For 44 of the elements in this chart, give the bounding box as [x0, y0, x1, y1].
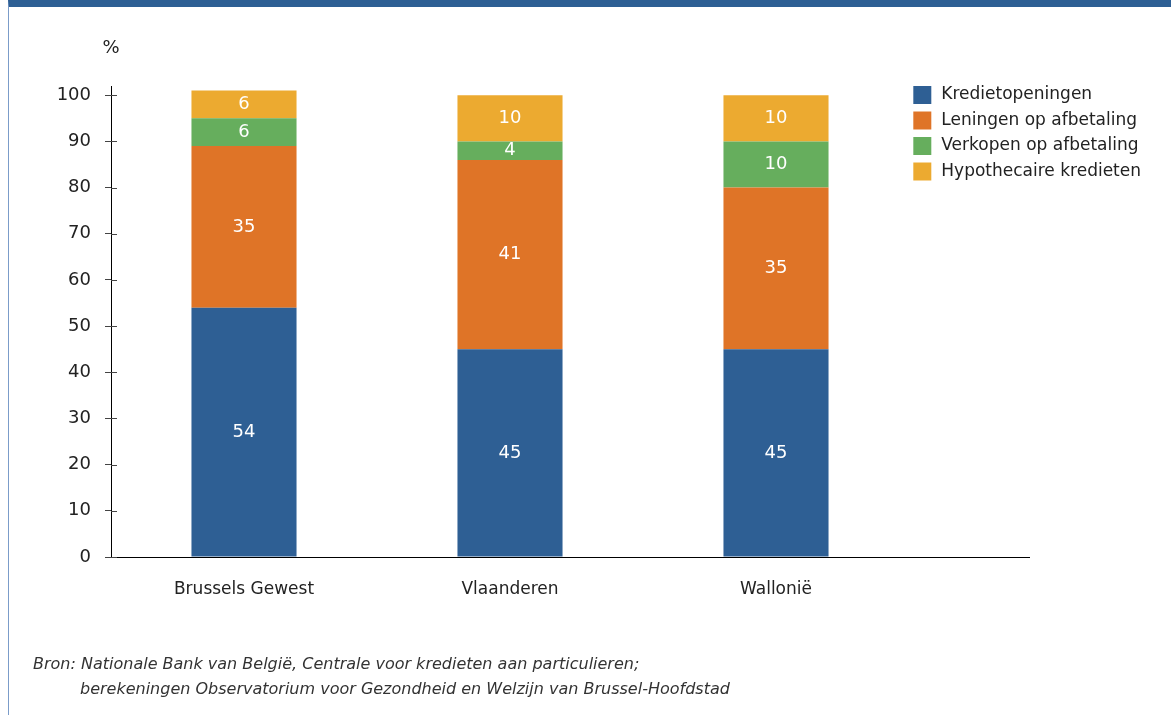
legend-label: Kredietopeningen [941, 83, 1093, 104]
bar [191, 90, 297, 119]
bar [191, 307, 297, 557]
data-label: 45 [764, 440, 788, 462]
bar [457, 141, 563, 160]
y-tick-label: 20 [68, 452, 91, 474]
y-tick-label: 100 [56, 82, 91, 104]
data-label: 6 [238, 119, 250, 141]
legend-label: Verkopen op afbetaling [941, 134, 1139, 155]
y-tick-label: 10 [68, 498, 91, 520]
bar [723, 349, 829, 557]
data-label: 10 [498, 106, 522, 127]
data-label: 54 [232, 419, 256, 441]
y-tick-label: 90 [68, 129, 91, 151]
text: Bron: Nationale Bank van België, Centrale voor kredieten aan particulieren; berekeningen Observatorium voor Gezondheid en Welzijn van Brussel-Hoofdstad [33, 653, 730, 700]
y-tick-label: 60 [68, 267, 91, 289]
data-label: 35 [764, 256, 788, 278]
legend-label: Hypothecaire kredieten [941, 159, 1142, 180]
bar [457, 349, 563, 557]
bar [723, 187, 829, 350]
bar [723, 95, 829, 142]
y-tick-label: 30 [68, 406, 91, 428]
y-tick-label: 50 [68, 313, 91, 335]
x-tick-label: Vlaanderen [461, 577, 559, 598]
x-tick-label: Wallonië [740, 577, 812, 598]
y-axis-title: % [102, 35, 120, 57]
data-label: 10 [764, 106, 788, 127]
bar [723, 141, 829, 188]
bar [457, 159, 563, 350]
bar [457, 95, 563, 142]
bar [191, 146, 297, 308]
legend-label: Leningen op afbetaling [941, 108, 1137, 129]
bar [191, 118, 297, 147]
x-tick-label: Brussels Gewest [173, 577, 315, 598]
data-label: 6 [238, 92, 250, 114]
y-tick-label: 70 [68, 221, 91, 243]
data-label: 45 [498, 440, 522, 462]
data-label: 4 [504, 138, 516, 160]
data-label: 41 [498, 242, 522, 264]
data-label: 35 [232, 214, 256, 236]
y-tick-label: 0 [79, 544, 91, 566]
y-tick-label: 80 [68, 175, 91, 197]
data-label: 10 [764, 152, 788, 174]
y-tick-label: 40 [68, 359, 91, 381]
